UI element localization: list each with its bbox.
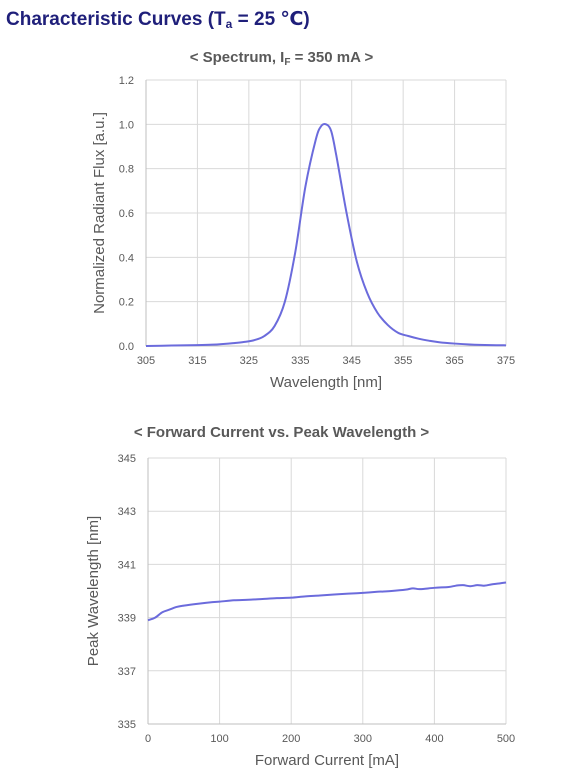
current-series-line xyxy=(147,581,507,622)
current-x-tick-label: 300 xyxy=(354,733,372,745)
spectrum-y-tick-label: 0.0 xyxy=(119,341,134,353)
current-x-tick-label: 400 xyxy=(425,733,443,745)
spectrum-x-tick-label: 335 xyxy=(291,355,309,367)
current-x-tick-label: 200 xyxy=(282,733,300,745)
current-y-axis-label: Peak Wavelength [nm] xyxy=(85,516,102,666)
spectrum-x-tick-label: 365 xyxy=(445,355,463,367)
current-x-tick-label: 0 xyxy=(145,733,151,745)
page-title-prefix: Characteristic Curves (T xyxy=(6,9,226,30)
current-y-tick-label: 335 xyxy=(118,719,136,731)
current-y-tick-label: 343 xyxy=(118,506,136,518)
spectrum-y-axis-label: Normalized Radiant Flux [a.u.] xyxy=(91,112,108,314)
current-y-tick-label: 339 xyxy=(118,613,136,625)
page-title: Characteristic Curves (Ta = 25 ℃) xyxy=(6,8,310,31)
current-y-tick-label: 341 xyxy=(118,559,136,571)
spectrum-y-tick-label: 0.6 xyxy=(119,208,134,220)
current-wavelength-chart-title: < Forward Current vs. Peak Wavelength > xyxy=(133,424,430,441)
spectrum-title-prefix: < Spectrum, I xyxy=(189,49,285,66)
current-x-tick-label: 100 xyxy=(210,733,228,745)
spectrum-x-tick-label: 315 xyxy=(188,355,206,367)
spectrum-y-tick-label: 1.2 xyxy=(119,75,134,87)
spectrum-chart-title: < Spectrum, IF = 350 mA > xyxy=(0,49,563,68)
spectrum-x-tick-label: 325 xyxy=(240,355,258,367)
current-y-tick-label: 337 xyxy=(118,666,136,678)
spectrum-x-tick-label: 305 xyxy=(137,355,155,367)
spectrum-title-subscript: F xyxy=(284,57,291,68)
page-title-subscript: a xyxy=(225,17,233,31)
spectrum-title-suffix: = 350 mA > xyxy=(290,49,374,66)
current-x-axis-label: Forward Current [mA] xyxy=(255,752,399,769)
spectrum-y-tick-label: 0.8 xyxy=(119,164,134,176)
spectrum-series-line xyxy=(145,123,507,347)
current-y-tick-label: 345 xyxy=(118,453,136,465)
spectrum-y-tick-label: 1.0 xyxy=(119,119,134,131)
spectrum-x-axis-label: Wavelength [nm] xyxy=(270,374,382,391)
spectrum-chart: 305 315 325 335 345 355 365 375 0.0 0.2 0.4 0.6 0.8 1… xyxy=(91,75,515,391)
spectrum-y-tick-label: 0.2 xyxy=(119,297,134,309)
spectrum-y-tick-label: 0.4 xyxy=(119,252,134,264)
current-x-tick-label: 500 xyxy=(497,733,515,745)
page-title-suffix: = 25 ℃) xyxy=(232,9,310,30)
spectrum-x-tick-label: 375 xyxy=(497,355,515,367)
spectrum-x-tick-label: 345 xyxy=(343,355,361,367)
spectrum-x-tick-label: 355 xyxy=(394,355,412,367)
